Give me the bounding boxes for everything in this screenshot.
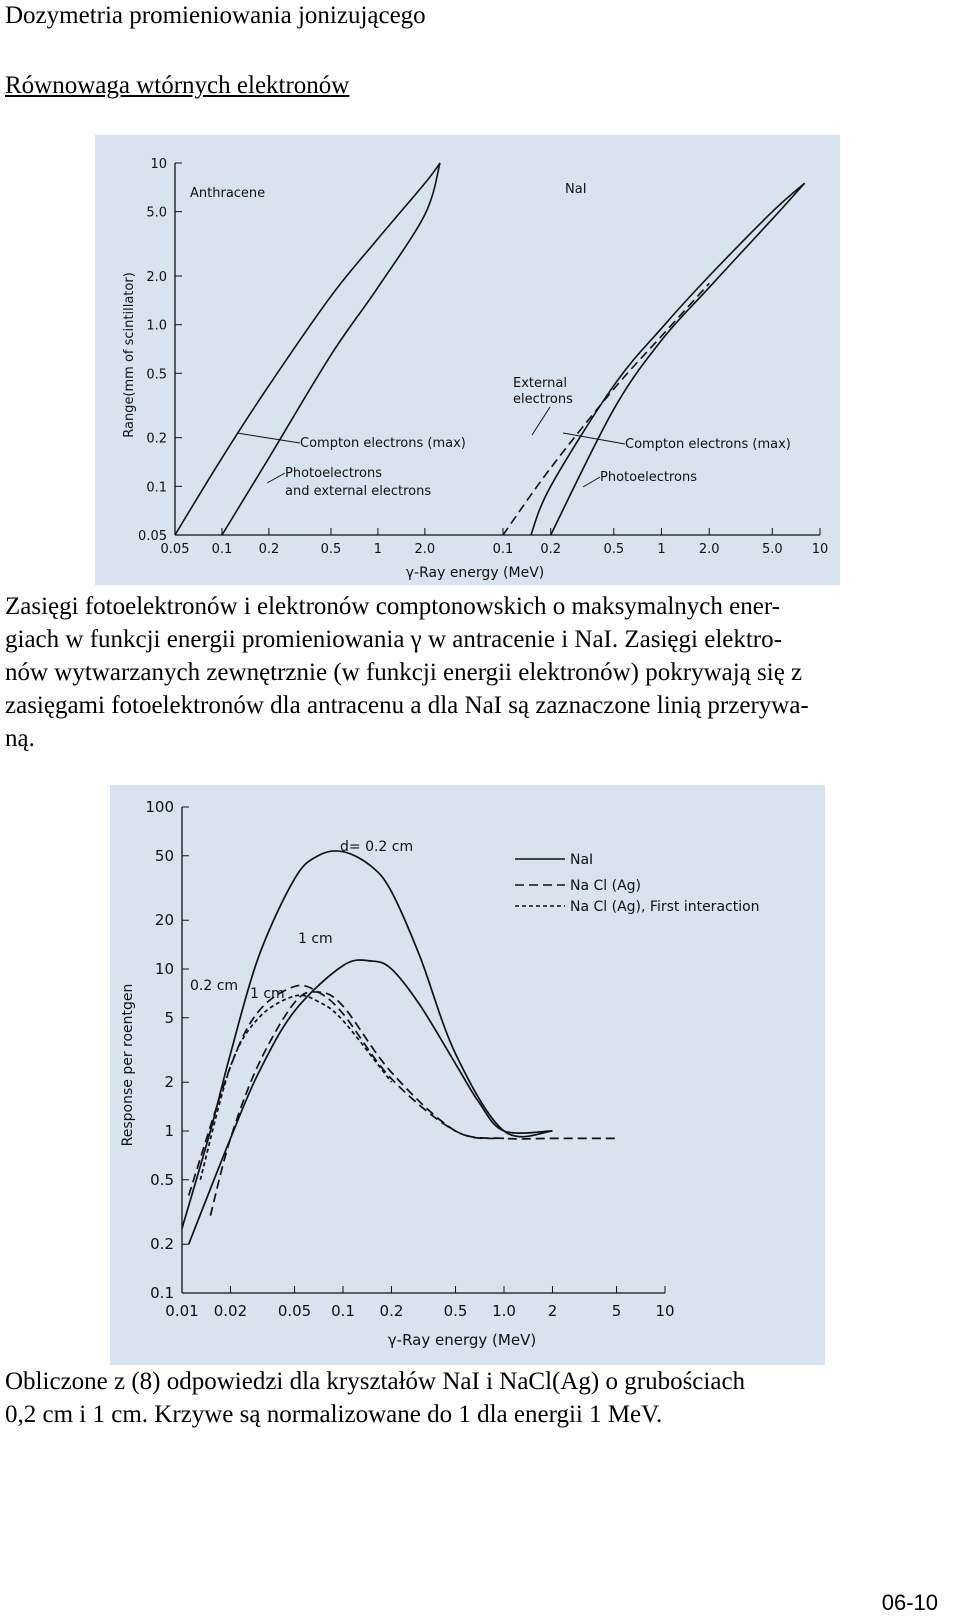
- x-tick-label: 0.2: [380, 1302, 404, 1320]
- label-external-1: External: [513, 376, 567, 391]
- label-external-2: electrons: [513, 392, 573, 407]
- response-curve: [187, 984, 617, 1196]
- x-tick-label: 0.5: [603, 542, 624, 557]
- caption-figure-1: Zasięgi fotoelektronów i elektronów comp…: [5, 590, 905, 755]
- range-chart-svg: 10 5.0 2.0 1.0 0.5 0.2 0.1 0.050.05 0.1 0.2 0.5 1 2.…: [122, 157, 828, 581]
- response-x-axis-label: γ-Ray energy (MeV): [388, 1331, 536, 1349]
- range-y-axis-label: Range(mm of scintillator): [122, 272, 137, 438]
- range-chart-labels: Anthracene NaI Compton electrons (max) P…: [122, 182, 791, 581]
- label-compton-left: Compton electrons (max): [300, 436, 466, 451]
- caption-line: zasięgami fotoelektronów dla antracenu a…: [5, 692, 809, 719]
- x-tick-label: 0.2: [540, 542, 561, 557]
- label-1cm-nai: 1 cm: [298, 931, 333, 947]
- y-tick-label: 2.0: [146, 270, 167, 285]
- label-compton-right: Compton electrons (max): [625, 437, 791, 452]
- y-tick-label: 100: [145, 798, 174, 816]
- range-curve: [174, 162, 441, 536]
- y-tick-label: 5: [164, 1009, 174, 1027]
- range-chart-axes: 10 5.0 2.0 1.0 0.5 0.2 0.1 0.050.05 0.1 0.2 0.5 1 2.…: [138, 157, 828, 557]
- x-tick-label: 5.0: [762, 542, 783, 557]
- document-header: Dozymetria promieniowania jonizującego: [5, 2, 426, 29]
- y-tick-label: 10: [155, 960, 174, 978]
- x-tick-label: 0.1: [493, 542, 514, 557]
- y-tick-label: 20: [155, 911, 174, 929]
- label-photo-left-1: Photoelectrons: [285, 466, 382, 481]
- response-chart-labels: d= 0.2 cm 1 cm 0.2 cm 1 cm Response per …: [120, 839, 536, 1349]
- x-tick-label: 1.0: [492, 1302, 516, 1320]
- caption-line: nów wytwarzanych zewnętrznie (w funkcji …: [5, 659, 803, 686]
- page-number: 06-10: [881, 1590, 938, 1615]
- response-curve: [187, 959, 553, 1245]
- response-curve: [181, 850, 553, 1229]
- caption-line: ną.: [5, 725, 35, 752]
- x-tick-label: 0.5: [444, 1302, 468, 1320]
- legend-nai: NaI: [570, 852, 593, 868]
- leader-line: [582, 476, 601, 488]
- x-tick-label: 0.05: [161, 542, 190, 557]
- legend-nacl: Na Cl (Ag): [570, 878, 641, 894]
- y-tick-label: 0.5: [150, 1171, 174, 1189]
- y-tick-label: 0.2: [150, 1235, 174, 1253]
- x-tick-label: 0.05: [278, 1302, 311, 1320]
- x-tick-label: 5: [612, 1302, 622, 1320]
- response-chart-legend: NaI Na Cl (Ag) Na Cl (Ag), First interac…: [515, 852, 760, 915]
- y-tick-label: 0.5: [146, 367, 167, 382]
- x-tick-label: 0.1: [212, 542, 233, 557]
- y-tick-label: 1.0: [146, 319, 167, 334]
- y-tick-label: 0.1: [146, 480, 167, 495]
- response-curve: [209, 990, 505, 1216]
- range-curve: [502, 282, 710, 536]
- label-1cm-nacl: 1 cm: [250, 986, 285, 1002]
- leader-line: [236, 432, 301, 444]
- leader-line: [531, 406, 551, 436]
- section-title: Równowaga wtórnych elektronów: [5, 72, 350, 99]
- caption-figure-2: Obliczone z (8) odpowiedzi dla kryształó…: [5, 1365, 905, 1431]
- caption-line: 0,2 cm i 1 cm. Krzywe są normalizowane d…: [5, 1401, 663, 1428]
- x-tick-label: 0.5: [321, 542, 342, 557]
- y-tick-label: 1: [164, 1122, 174, 1140]
- range-curve: [549, 182, 806, 536]
- legend-nacl-first: Na Cl (Ag), First interaction: [570, 899, 760, 915]
- x-tick-label: 2.0: [699, 542, 720, 557]
- y-tick-label: 5.0: [146, 206, 167, 221]
- label-02cm: 0.2 cm: [190, 978, 238, 994]
- x-tick-label: 2: [548, 1302, 558, 1320]
- range-x-axis-label: γ-Ray energy (MeV): [406, 565, 545, 581]
- y-tick-label: 0.1: [150, 1284, 174, 1302]
- response-y-axis-label: Response per roentgen: [120, 984, 136, 1147]
- leader-line: [266, 472, 286, 484]
- x-tick-label: 10: [812, 542, 829, 557]
- figure-response-chart: 100 50 20 10 5 2 1 0.5 0.2 0.1 0.01 0.02 0.05 0.1 0.2 0…: [110, 785, 825, 1365]
- range-curve: [530, 182, 806, 536]
- y-tick-label: 2: [164, 1073, 174, 1091]
- x-tick-label: 0.2: [259, 542, 280, 557]
- response-curve: [199, 994, 393, 1181]
- x-tick-label: 0.02: [214, 1302, 247, 1320]
- caption-line: Zasięgi fotoelektronów i elektronów comp…: [5, 593, 780, 620]
- x-tick-label: 1: [374, 542, 382, 557]
- x-tick-label: 0.01: [165, 1302, 198, 1320]
- label-nai: NaI: [565, 182, 587, 197]
- response-chart-curves: [181, 850, 617, 1245]
- caption-line: Obliczone z (8) odpowiedzi dla kryształó…: [5, 1368, 746, 1395]
- y-tick-label: 10: [150, 157, 167, 172]
- x-tick-label: 2.0: [415, 542, 436, 557]
- range-chart-curves: [174, 162, 806, 536]
- y-tick-label: 0.05: [138, 529, 167, 544]
- label-photo-right: Photoelectrons: [600, 470, 697, 485]
- label-anthracene: Anthracene: [190, 186, 265, 201]
- figure-range-chart: 10 5.0 2.0 1.0 0.5 0.2 0.1 0.05 0.05 0.1 0.2 0.5 1 2.…: [95, 135, 840, 585]
- y-tick-label: 50: [155, 847, 174, 865]
- range-curve: [221, 162, 441, 536]
- x-tick-label: 1: [657, 542, 665, 557]
- x-tick-label: 0.1: [331, 1302, 355, 1320]
- y-tick-label: 0.2: [146, 432, 167, 447]
- x-tick-label: 10: [655, 1302, 674, 1320]
- label-photo-left-2: and external electrons: [285, 484, 431, 499]
- caption-line: giach w funkcji energii promieniowania γ…: [5, 626, 782, 653]
- leader-line: [562, 432, 626, 445]
- label-d02: d= 0.2 cm: [340, 839, 413, 855]
